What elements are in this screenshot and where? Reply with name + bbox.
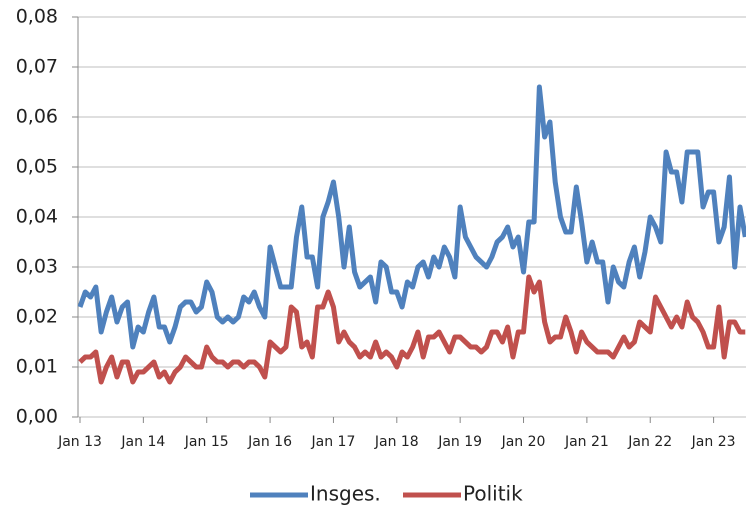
y-tick-label: 0,03: [16, 256, 58, 278]
x-tick-label: Jan 22: [627, 434, 672, 450]
legend-label: Insges.: [310, 482, 381, 506]
x-tick-label: Jan 15: [184, 434, 229, 450]
x-tick-label: Jan 13: [57, 434, 102, 450]
y-tick-label: 0,05: [16, 156, 58, 178]
x-tick-label: Jan 17: [311, 434, 356, 450]
y-tick-label: 0,01: [16, 356, 58, 378]
y-tick-label: 0,00: [16, 406, 58, 428]
x-tick-label: Jan 14: [120, 434, 165, 450]
x-tick-label: Jan 18: [374, 434, 419, 450]
x-tick-label: Jan 21: [564, 434, 609, 450]
y-tick-label: 0,02: [16, 306, 58, 328]
y-tick-label: 0,04: [16, 206, 58, 228]
series-line: [77, 84, 746, 350]
x-tick-label: Jan 23: [691, 434, 736, 450]
y-tick-label: 0,07: [16, 56, 58, 78]
y-tick-label: 0,06: [16, 106, 58, 128]
x-tick-label: Jan 19: [437, 434, 482, 450]
x-tick-label: Jan 20: [501, 434, 546, 450]
legend-label: Politik: [463, 482, 523, 506]
y-tick-label: 0,08: [16, 6, 58, 28]
x-tick-label: Jan 16: [247, 434, 292, 450]
series-line: [78, 274, 746, 385]
